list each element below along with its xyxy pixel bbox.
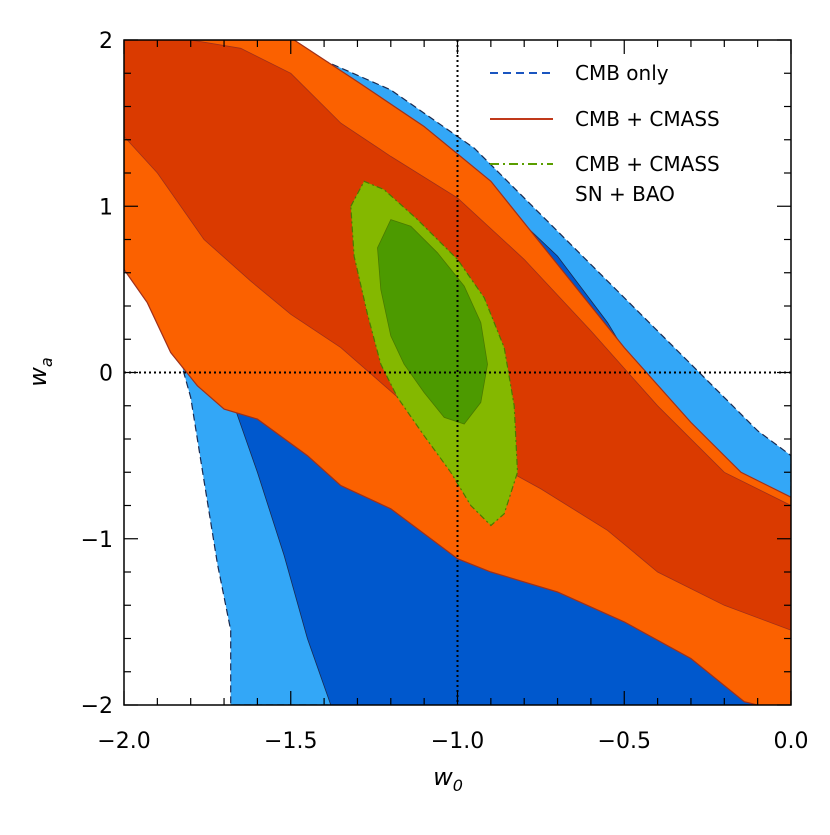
x-tick-label: −0.5: [598, 729, 651, 754]
legend-label-combined-line2: SN + BAO: [575, 182, 675, 206]
y-tick-label: 0: [99, 362, 113, 387]
x-tick-label: −1.0: [431, 729, 484, 754]
legend-label-combined-line1: CMB + CMASS: [575, 152, 720, 176]
x-tick-label: −1.5: [264, 729, 317, 754]
legend-label-cmb-only: CMB only: [575, 61, 669, 85]
axis-ticks: −2.0 −1.5 −1.0 −0.5 0.0 −2 −1 0 1 2: [81, 29, 809, 754]
y-axis-title: wa: [24, 357, 56, 386]
legend: CMB only CMB + CMASS CMB + CMASS SN + BA…: [490, 61, 720, 206]
x-axis-title: w0: [433, 763, 463, 795]
legend-label-cmb-cmass: CMB + CMASS: [575, 107, 720, 131]
reference-lines: [124, 40, 791, 705]
x-tick-label: −2.0: [97, 729, 150, 754]
y-tick-label: 1: [99, 195, 113, 220]
y-tick-label: −2: [81, 694, 113, 719]
y-tick-label: −1: [81, 528, 113, 553]
x-tick-label: 0.0: [774, 729, 809, 754]
y-tick-label: 2: [99, 29, 113, 54]
